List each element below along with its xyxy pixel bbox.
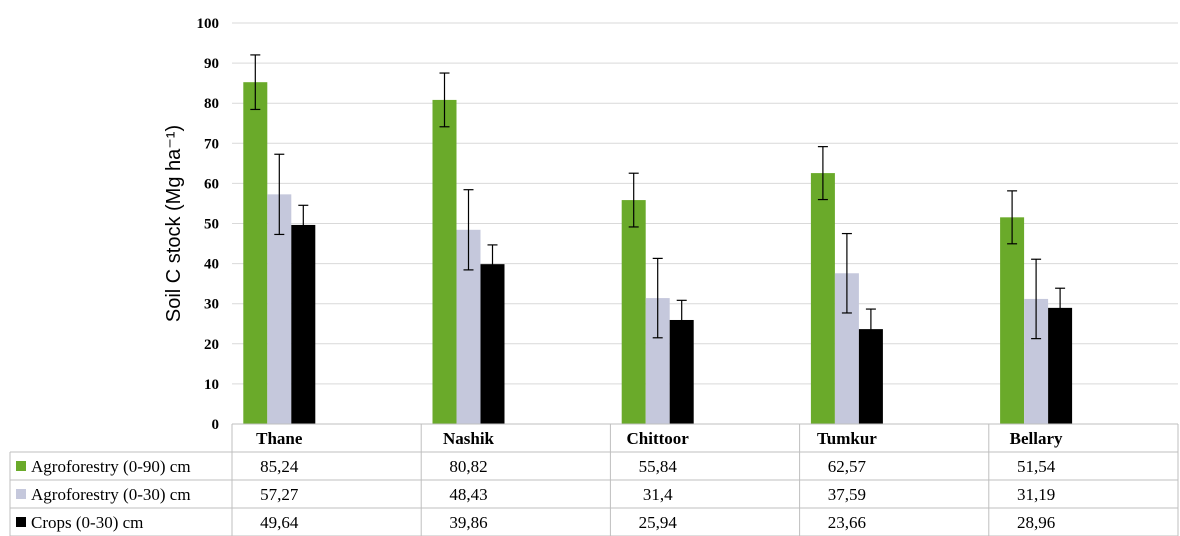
bars: [243, 82, 1073, 425]
bar: [291, 224, 316, 424]
category-label: Nashik: [443, 429, 495, 448]
legend-swatch: [16, 517, 26, 527]
category-label: Thane: [256, 429, 303, 448]
category-label: Tumkur: [817, 429, 877, 448]
y-tick-label: 20: [204, 337, 219, 353]
y-tick-label: 0: [212, 417, 220, 433]
bar: [810, 173, 835, 424]
data-label: 39,86: [449, 513, 487, 532]
y-tick-label: 10: [204, 377, 219, 393]
data-label: 25,94: [639, 513, 678, 532]
bar: [480, 264, 505, 424]
category-label: Bellary: [1010, 429, 1063, 448]
data-label: 55,84: [639, 457, 678, 476]
data-label: 62,57: [828, 457, 867, 476]
y-tick-label: 100: [197, 16, 220, 32]
y-tick-label: 90: [204, 56, 219, 72]
legend-label: Agroforestry (0-90) cm: [31, 457, 191, 476]
data-label: 49,64: [260, 513, 299, 532]
category-label: Chittoor: [627, 429, 690, 448]
data-label: 57,27: [260, 485, 299, 504]
y-tick-label: 50: [204, 217, 219, 233]
data-label: 48,43: [449, 485, 487, 504]
data-label: 85,24: [260, 457, 299, 476]
y-tick-label: 60: [204, 176, 219, 192]
bar: [243, 82, 268, 425]
legend-swatch: [16, 489, 26, 499]
data-label: 80,82: [449, 457, 487, 476]
y-axis-ticks: 0 10 20 30 40 50 60 70 80 90 100: [197, 16, 220, 433]
data-label: 51,54: [1017, 457, 1056, 476]
bar: [1000, 217, 1025, 424]
legend-label: Agroforestry (0-30) cm: [31, 485, 191, 504]
legend-swatch: [16, 461, 26, 471]
data-label: 31,19: [1017, 485, 1055, 504]
data-label: 28,96: [1017, 513, 1055, 532]
y-tick-label: 40: [204, 257, 219, 273]
data-table: Thane Nashik Chittoor Tumkur Bellary Agrofore…: [9, 423, 1179, 536]
bar: [621, 200, 646, 424]
y-axis-label: Soil C stock (Mg ha⁻¹): [163, 125, 185, 322]
error-bars: [250, 54, 1066, 350]
legend-label: Crops (0-30) cm: [31, 513, 143, 532]
data-label: 31,4: [643, 485, 673, 504]
data-label: 37,59: [828, 485, 866, 504]
y-tick-label: 70: [204, 136, 219, 152]
y-tick-label: 30: [204, 297, 219, 313]
grid-lines: [232, 22, 1178, 425]
y-tick-label: 80: [204, 96, 219, 112]
data-label: 23,66: [828, 513, 866, 532]
bar: [432, 99, 457, 424]
